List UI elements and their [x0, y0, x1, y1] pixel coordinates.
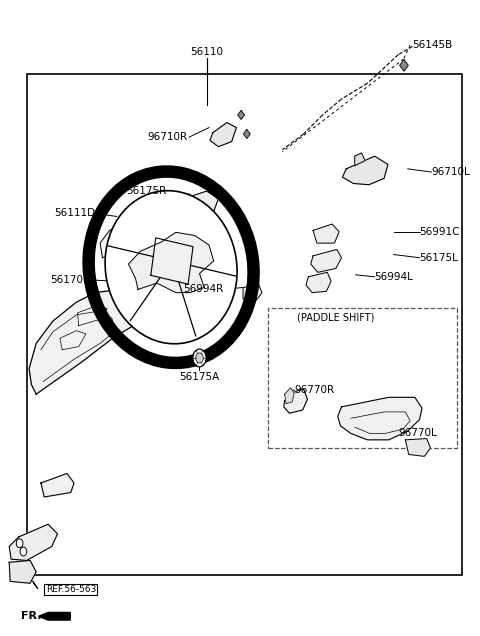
Text: 56994R: 56994R — [183, 284, 223, 294]
Text: 56175L: 56175L — [420, 252, 458, 263]
Polygon shape — [129, 232, 214, 293]
Polygon shape — [306, 272, 331, 293]
Polygon shape — [243, 284, 262, 300]
Text: 96710L: 96710L — [432, 167, 470, 177]
Polygon shape — [400, 60, 408, 71]
Circle shape — [196, 353, 204, 363]
Polygon shape — [338, 398, 422, 440]
Text: 56170B: 56170B — [50, 275, 91, 285]
Polygon shape — [284, 389, 307, 413]
Polygon shape — [9, 524, 58, 560]
Text: 56994L: 56994L — [374, 272, 413, 282]
Circle shape — [193, 349, 206, 367]
Text: 56111D: 56111D — [54, 208, 96, 218]
Bar — [268, 308, 457, 448]
Text: 56175R: 56175R — [126, 186, 167, 196]
Text: (PADDLE SHIFT): (PADDLE SHIFT) — [297, 313, 374, 323]
Polygon shape — [41, 473, 74, 497]
Ellipse shape — [105, 191, 237, 344]
Text: 56110: 56110 — [190, 46, 223, 57]
Text: 56991C: 56991C — [420, 227, 460, 237]
Polygon shape — [406, 439, 431, 457]
Text: REF.56-563: REF.56-563 — [46, 585, 96, 594]
Text: 56145B: 56145B — [412, 40, 453, 50]
Polygon shape — [29, 289, 143, 394]
Polygon shape — [238, 111, 244, 120]
Text: 96710R: 96710R — [147, 132, 188, 142]
Polygon shape — [285, 388, 294, 404]
Polygon shape — [9, 560, 36, 583]
Polygon shape — [311, 249, 341, 272]
Text: 96770R: 96770R — [294, 385, 334, 395]
Circle shape — [20, 547, 27, 556]
Polygon shape — [342, 156, 388, 184]
Polygon shape — [210, 123, 237, 147]
Bar — [27, 74, 462, 575]
Text: FR.: FR. — [21, 611, 41, 621]
Polygon shape — [243, 130, 250, 139]
Text: 96770L: 96770L — [398, 429, 437, 438]
Polygon shape — [100, 223, 147, 258]
Polygon shape — [38, 612, 70, 620]
Text: 56175A: 56175A — [180, 372, 220, 382]
Circle shape — [16, 539, 23, 548]
Polygon shape — [313, 224, 339, 243]
Polygon shape — [355, 153, 365, 166]
Polygon shape — [185, 191, 218, 216]
